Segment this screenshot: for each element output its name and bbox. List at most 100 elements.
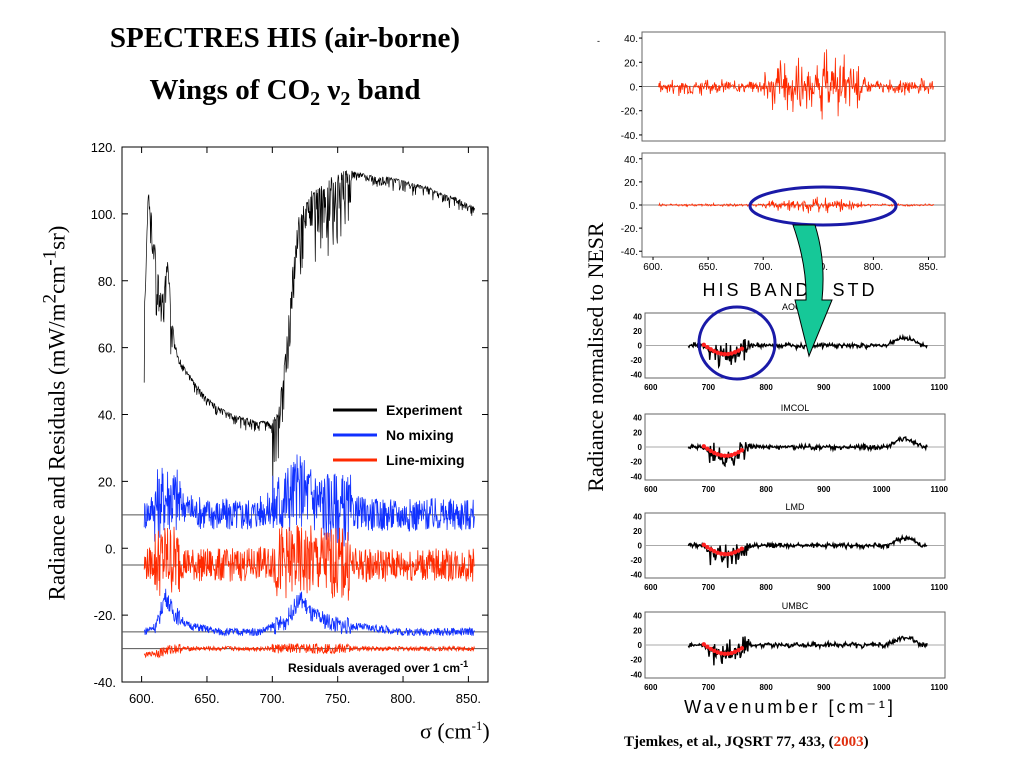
his_bottom-x-tick-label: 650. <box>698 262 717 273</box>
model_aogb-fit-dot <box>701 342 707 348</box>
main-y-tick-label: 0. <box>105 541 116 556</box>
model_imcol-x-tick-label: 700 <box>702 485 716 494</box>
main-series-4 <box>143 642 475 659</box>
model_aogb-fit-dot <box>732 350 738 355</box>
his_top-y-tick-label: 0. <box>630 83 638 94</box>
model_umbc-fit-dot <box>705 644 710 649</box>
his_bottom-x-tick-label: 850. <box>919 262 938 273</box>
model_umbc-fit-dot <box>729 650 734 656</box>
model_imcol-fit-dot <box>722 453 727 458</box>
model_aogb-x-tick-label: 1000 <box>873 383 891 392</box>
model_umbc-fit-dot <box>701 642 707 647</box>
panel-marker: - <box>597 36 600 46</box>
title-nu: ν <box>327 74 341 106</box>
model_lmd-fit-dot <box>705 544 710 550</box>
model_lmd-y-tick-label: 0 <box>638 542 643 551</box>
model_lmd-fit-dot <box>715 550 720 555</box>
main-series-1 <box>143 454 475 547</box>
main-series-3 <box>143 588 475 637</box>
model_lmd-y-tick-label: -40 <box>630 570 642 579</box>
model_imcol-y-tick-label: 20 <box>633 428 642 437</box>
model_umbc-series <box>687 635 928 666</box>
model_imcol-fit-dot <box>708 448 713 454</box>
model_imcol-fit-dot <box>736 450 741 455</box>
model_aogb-y-tick-label: 20 <box>633 327 642 336</box>
slide-title-line2: Wings of CO2 ν2 band <box>40 74 530 111</box>
model_lmd-x-tick-label: 700 <box>702 583 716 592</box>
model_aogb-y-tick-label: 40 <box>633 313 642 322</box>
his-x-axis-label: HIS BAND1 STD <box>702 280 877 300</box>
his_bottom-x-tick-label: 800. <box>864 262 883 273</box>
model_umbc-fit-dot <box>736 648 741 653</box>
model_lmd-fit-dot <box>739 546 745 551</box>
model_aogb-fit-dot <box>712 349 717 354</box>
his_bottom-y-tick-label: 40. <box>624 155 638 166</box>
model_imcol-fit-dot <box>739 447 745 453</box>
model_aogb-x-tick-label: 900 <box>817 383 831 392</box>
model_imcol-fit-dot <box>701 444 707 449</box>
his_bottom-x-tick-label: 600. <box>643 262 662 273</box>
main-y-tick-label: -20. <box>94 608 116 623</box>
model_imcol-series <box>687 435 928 468</box>
model_aogb-y-tick-label: -40 <box>630 370 642 379</box>
model_lmd-fit-dot <box>732 550 738 555</box>
model_imcol-y-tick-label: -20 <box>630 458 642 467</box>
model_imcol-fit-dot <box>705 446 710 451</box>
his_bottom-y-tick-label: 0. <box>630 201 638 212</box>
main-series-2 <box>143 525 475 601</box>
his_bottom-x-tick-label: 700. <box>753 262 772 273</box>
highlight-ellipse <box>748 185 898 227</box>
model_imcol-y-tick-label: 0 <box>638 443 643 452</box>
model_umbc-fit-dot <box>722 651 727 656</box>
model_aogb-y-tick-label: -20 <box>630 356 642 365</box>
model_lmd-fit-dot <box>722 551 727 557</box>
model_umbc-x-tick-label: 900 <box>817 683 831 692</box>
main-y-tick-label: 120. <box>91 140 116 155</box>
main-x-tick-label: 850. <box>456 691 481 706</box>
model_lmd-fit-dot <box>718 551 724 556</box>
model_aogb-x-tick-label: 1100 <box>931 383 949 392</box>
title-nu-subscript: 2 <box>340 88 351 110</box>
main-x-tick-label: 800. <box>390 691 415 706</box>
model_umbc-fit-dot <box>739 645 745 651</box>
model_imcol-x-tick-label: 900 <box>817 485 831 494</box>
his_bottom-series <box>658 196 935 214</box>
model_lmd-x-tick-label: 800 <box>759 583 773 592</box>
model_umbc-y-tick-label: 0 <box>638 641 643 650</box>
title-co: Wings of CO <box>149 74 311 106</box>
model_aogb-x-tick-label: 800 <box>759 383 773 392</box>
main-x-tick-label: 600. <box>129 691 154 706</box>
model_umbc-y-tick-label: 40 <box>633 612 642 621</box>
model_umbc-fit-dot <box>725 651 731 656</box>
model_imcol-fit-dot <box>729 452 734 458</box>
model_imcol-fit-dot <box>732 451 738 457</box>
model_umbc-x-tick-label: 600 <box>644 683 658 692</box>
model_imcol-fit-dot <box>712 450 717 455</box>
main-y-tick-label: -40. <box>94 675 116 690</box>
model_imcol-y-tick-label: 40 <box>633 414 642 423</box>
main-y-tick-label: 40. <box>98 408 116 423</box>
model_lmd-y-tick-label: 40 <box>633 513 642 522</box>
model_aogb-fit-dot <box>725 351 731 357</box>
model_aogb-fit-dot <box>739 346 745 351</box>
residuals-annotation: Residuals averaged over 1 cm-1 <box>288 659 468 675</box>
model_lmd-y-tick-label: -20 <box>630 556 642 565</box>
model_umbc-fit-dot <box>732 649 738 655</box>
model_imcol-x-tick-label: 800 <box>759 485 773 494</box>
model_umbc-x-tick-label: 1100 <box>931 683 949 692</box>
model_lmd-title: LMD <box>785 502 805 512</box>
title-co-subscript: 2 <box>310 88 321 110</box>
his_bottom-y-tick-label: 20. <box>624 178 638 189</box>
model_imcol-title: IMCOL <box>781 403 810 413</box>
main-x-axis-label: σ (cm-1) <box>420 718 490 744</box>
model_imcol-y-tick-label: -40 <box>630 472 642 481</box>
model_umbc-y-tick-label: -40 <box>630 670 642 679</box>
main-y-tick-label: 80. <box>98 274 116 289</box>
main-y-tick-label: 60. <box>98 341 116 356</box>
model_umbc-fit-dot <box>715 650 720 655</box>
main-x-tick-label: 700. <box>260 691 285 706</box>
model_umbc-y-tick-label: 20 <box>633 626 642 635</box>
model_lmd-x-tick-label: 1000 <box>873 583 891 592</box>
model_umbc-title: UMBC <box>782 601 809 611</box>
model_lmd-x-tick-label: 600 <box>644 583 658 592</box>
